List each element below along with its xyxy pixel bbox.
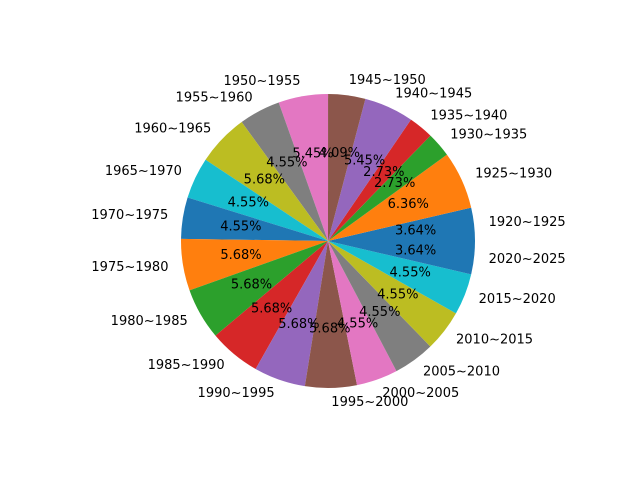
pie-category-label: 2010~2015 bbox=[456, 332, 533, 347]
pie-slice-1975~1980 bbox=[181, 238, 328, 291]
pie-percent-label: 5.45% bbox=[344, 153, 385, 168]
pie-percent-label: 5.68% bbox=[220, 248, 261, 263]
pie-slice-2005~2010 bbox=[328, 241, 431, 372]
pie-category-label: 1970~1975 bbox=[91, 208, 168, 223]
pie-percent-label: 3.64% bbox=[395, 223, 436, 238]
pie-percent-label: 5.68% bbox=[244, 172, 285, 187]
pie-percent-label: 5.45% bbox=[292, 147, 333, 162]
pie-slice-1920~1925 bbox=[328, 207, 475, 241]
pie-category-label: 2015~2020 bbox=[479, 292, 556, 307]
pie-category-label: 1945~1950 bbox=[349, 73, 426, 88]
pie-percent-label: 5.68% bbox=[251, 301, 292, 316]
pie-slices bbox=[181, 94, 475, 388]
pie-category-label: 1920~1925 bbox=[489, 215, 566, 230]
pie-slice-1980~1985 bbox=[189, 241, 328, 336]
pie-category-label: 1950~1955 bbox=[223, 74, 300, 89]
pie-slice-1940~1945 bbox=[328, 98, 411, 241]
pie-percent-label: 4.55% bbox=[359, 305, 400, 320]
pie-percent-label: 4.55% bbox=[390, 266, 431, 281]
pie-percent-label: 4.55% bbox=[220, 220, 261, 235]
pie-category-label: 1955~1960 bbox=[176, 90, 253, 105]
pie-category-label: 1960~1965 bbox=[134, 122, 211, 137]
pie-category-label: 1990~1995 bbox=[198, 386, 275, 401]
pie-slice-1990~1995 bbox=[255, 241, 328, 387]
pie-slice-1970~1975 bbox=[181, 197, 328, 241]
pie-slice-1925~1930 bbox=[328, 154, 472, 241]
pie-percent-label: 5.68% bbox=[309, 322, 350, 337]
pie-percent-label: 4.55% bbox=[337, 317, 378, 332]
pie-percent-label: 4.55% bbox=[377, 287, 418, 302]
pie-slice-1985~1990 bbox=[215, 241, 328, 369]
pie-percent-label: 4.09% bbox=[319, 146, 360, 161]
pie-slice-1960~1965 bbox=[205, 122, 328, 241]
pie-percent-label: 2.73% bbox=[374, 176, 415, 191]
pie-category-label: 2000~2005 bbox=[382, 386, 459, 401]
pie-percent-label: 5.68% bbox=[278, 317, 319, 332]
pie-slice-1935~1940 bbox=[328, 119, 431, 241]
pie-category-label: 1985~1990 bbox=[148, 358, 225, 373]
pie-percent-label: 3.64% bbox=[395, 244, 436, 259]
pie-slice-1995~2000 bbox=[304, 241, 358, 388]
pie-slice-2000~2005 bbox=[328, 241, 397, 386]
pie-category-label: 1930~1935 bbox=[450, 128, 527, 143]
pie-category-label: 1965~1970 bbox=[105, 164, 182, 179]
pie-percent-label: 5.68% bbox=[231, 277, 272, 292]
pie-percent-label: 4.55% bbox=[266, 155, 307, 170]
pie-category-label: 1995~2000 bbox=[331, 395, 408, 410]
pie-slice-1950~1955 bbox=[278, 94, 329, 241]
pie-percent-label: 4.55% bbox=[228, 196, 269, 211]
pie-slice-2020~2025 bbox=[328, 241, 475, 275]
pie-slice-2015~2020 bbox=[328, 241, 472, 314]
pie-category-label: 1925~1930 bbox=[475, 166, 552, 181]
pie-percent-label: 6.36% bbox=[388, 197, 429, 212]
pie-slice-1945~1950 bbox=[328, 94, 366, 241]
percent-labels: 3.64%6.36%2.73%2.73%5.45%4.09%5.45%4.55%… bbox=[220, 146, 436, 337]
pie-category-label: 1935~1940 bbox=[430, 108, 507, 123]
pie-percent-label: 2.73% bbox=[363, 165, 404, 180]
pie-category-label: 1940~1945 bbox=[395, 86, 472, 101]
pie-slice-1965~1970 bbox=[187, 159, 328, 241]
pie-slice-1955~1960 bbox=[241, 102, 328, 242]
pie-category-label: 2005~2010 bbox=[423, 364, 500, 379]
pie-slice-2010~2015 bbox=[328, 241, 456, 347]
pie-category-label: 1980~1985 bbox=[111, 314, 188, 329]
pie-category-label: 2020~2025 bbox=[489, 252, 566, 267]
category-labels: 1920~1925 1925~1930 1930~1935 1935~1940 1940… bbox=[91, 73, 565, 410]
pie-slice-1930~1935 bbox=[328, 135, 447, 241]
pie-category-label: 1975~1980 bbox=[91, 260, 168, 275]
